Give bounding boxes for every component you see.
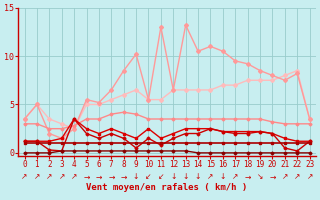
Text: ↙: ↙	[158, 172, 164, 181]
Text: →: →	[244, 172, 251, 181]
Text: ↓: ↓	[182, 172, 189, 181]
X-axis label: Vent moyen/en rafales ( km/h ): Vent moyen/en rafales ( km/h )	[86, 183, 248, 192]
Text: ↗: ↗	[59, 172, 65, 181]
Text: ↗: ↗	[34, 172, 40, 181]
Text: ↓: ↓	[170, 172, 176, 181]
Text: ↗: ↗	[46, 172, 52, 181]
Text: →: →	[121, 172, 127, 181]
Text: ↘: ↘	[257, 172, 263, 181]
Text: ↗: ↗	[294, 172, 300, 181]
Text: →: →	[96, 172, 102, 181]
Text: ↓: ↓	[133, 172, 139, 181]
Text: →: →	[108, 172, 115, 181]
Text: →: →	[83, 172, 90, 181]
Text: ↗: ↗	[307, 172, 313, 181]
Text: ↗: ↗	[207, 172, 214, 181]
Text: ↓: ↓	[220, 172, 226, 181]
Text: ↗: ↗	[232, 172, 238, 181]
Text: ↗: ↗	[282, 172, 288, 181]
Text: ↗: ↗	[21, 172, 28, 181]
Text: ↓: ↓	[195, 172, 201, 181]
Text: ↙: ↙	[145, 172, 152, 181]
Text: →: →	[269, 172, 276, 181]
Text: ↗: ↗	[71, 172, 77, 181]
